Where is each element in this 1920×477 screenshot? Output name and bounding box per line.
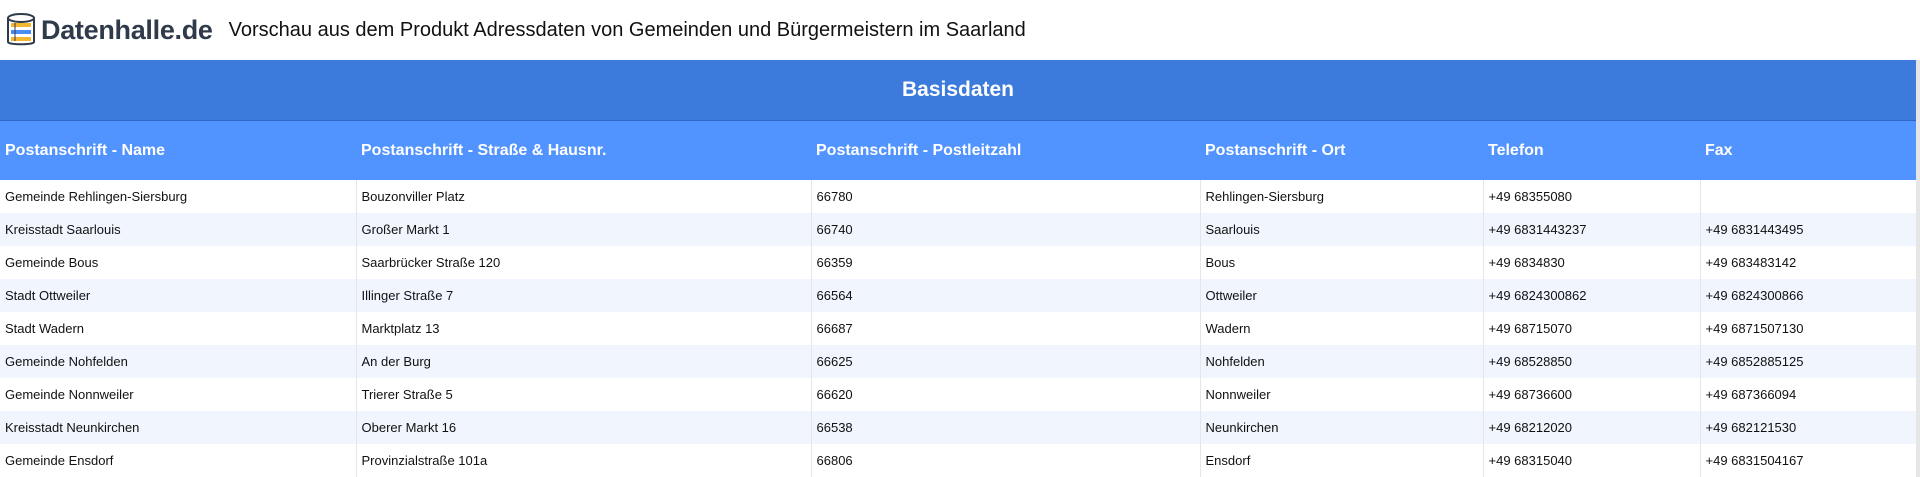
table-cell: 66687 [811,312,1201,345]
column-header: Fax [1700,120,1916,180]
database-logo-icon [7,13,35,46]
table-cell: Gemeinde Ensdorf [0,444,357,477]
table-cell: Gemeinde Bous [0,246,357,279]
table-cell: Stadt Ottweiler [0,279,357,312]
table-cell: Marktplatz 13 [356,312,812,345]
table-cell: Gemeinde Rehlingen-Siersburg [0,180,357,213]
table-row: Gemeinde Nohfelden An der Burg 66625 Nohfel… [0,345,1917,378]
table-cell: Oberer Markt 16 [356,411,812,444]
column-header: Telefon [1483,120,1700,180]
table-cell: Ottweiler [1200,279,1484,312]
logo-text: Datenhalle.de [41,14,213,45]
table-cell: Neunkirchen [1200,411,1484,444]
table-row: Kreisstadt Neunkirchen Oberer Markt 16 665… [0,411,1917,444]
table-cell: Nonnweiler [1200,378,1484,411]
table-cell: +49 6831443237 [1483,213,1701,246]
table-cell: +49 6831443495 [1700,213,1917,246]
address-table: Postanschrift - Name Postanschrift - Stra… [0,120,1917,477]
table-row: Gemeinde Bous Saarbrücker Straße 120 66359… [0,246,1917,279]
table-cell: +49 683483142 [1700,246,1917,279]
table-cell: +49 6852885125 [1700,345,1917,378]
column-header: Postanschrift - Straße & Hausnr. [356,120,811,180]
table-cell: Saarbrücker Straße 120 [356,246,812,279]
table-cell: +49 6824300866 [1700,279,1917,312]
table-cell: Stadt Wadern [0,312,357,345]
table-cell: Bouzonviller Platz [356,180,812,213]
table-cell: 66620 [811,378,1201,411]
table-cell [1700,180,1917,213]
table-cell: +49 68212020 [1483,411,1701,444]
table-cell: +49 6871507130 [1700,312,1917,345]
table-cell: +49 6824300862 [1483,279,1701,312]
table-cell: Gemeinde Nonnweiler [0,378,357,411]
table-cell: +49 68528850 [1483,345,1701,378]
column-header: Postanschrift - Postleitzahl [811,120,1200,180]
data-table-container: Basisdaten Postanschrift - Name Postansch… [0,60,1920,477]
section-header: Basisdaten [0,60,1916,120]
table-cell: 66564 [811,279,1201,312]
table-cell: Illinger Straße 7 [356,279,812,312]
top-bar: Datenhalle.de Vorschau aus dem Produkt A… [0,0,1920,60]
column-header: Postanschrift - Name [0,120,356,180]
table-cell: +49 682121530 [1700,411,1917,444]
table-cell: +49 687366094 [1700,378,1917,411]
table-cell: 66538 [811,411,1201,444]
table-cell: +49 68315040 [1483,444,1701,477]
table-header: Postanschrift - Name Postanschrift - Stra… [0,120,1916,180]
table-cell: Kreisstadt Neunkirchen [0,411,357,444]
table-cell: Kreisstadt Saarlouis [0,213,357,246]
table-cell: Trierer Straße 5 [356,378,812,411]
table-body: Gemeinde Rehlingen-Siersburg Bouzonviller… [0,180,1917,477]
table-cell: +49 6834830 [1483,246,1701,279]
table-cell: Großer Markt 1 [356,213,812,246]
table-row: Kreisstadt Saarlouis Großer Markt 1 66740 S… [0,213,1917,246]
table-cell: Rehlingen-Siersburg [1200,180,1484,213]
table-cell: Provinzialstraße 101a [356,444,812,477]
logo[interactable]: Datenhalle.de [6,13,213,47]
column-header: Postanschrift - Ort [1200,120,1483,180]
table-cell: Gemeinde Nohfelden [0,345,357,378]
table-cell: Wadern [1200,312,1484,345]
table-cell: +49 68715070 [1483,312,1701,345]
table-cell: 66806 [811,444,1201,477]
table-row: Stadt Wadern Marktplatz 13 66687 Wadern +49 … [0,312,1917,345]
table-cell: +49 6831504167 [1700,444,1917,477]
table-cell: +49 68736600 [1483,378,1701,411]
table-cell: Saarlouis [1200,213,1484,246]
table-cell: Nohfelden [1200,345,1484,378]
table-row: Gemeinde Ensdorf Provinzialstraße 101a 668… [0,444,1917,477]
table-cell: 66359 [811,246,1201,279]
table-cell: 66780 [811,180,1201,213]
table-cell: An der Burg [356,345,812,378]
table-cell: Ensdorf [1200,444,1484,477]
table-row: Gemeinde Rehlingen-Siersburg Bouzonviller… [0,180,1917,213]
table-cell: Bous [1200,246,1484,279]
table-row: Stadt Ottweiler Illinger Straße 7 66564 Ott… [0,279,1917,312]
page-title: Vorschau aus dem Produkt Adressdaten von… [228,18,1026,41]
table-row: Gemeinde Nonnweiler Trierer Straße 5 66620… [0,378,1917,411]
table-cell: 66625 [811,345,1201,378]
table-cell: 66740 [811,213,1201,246]
table-cell: +49 68355080 [1483,180,1701,213]
